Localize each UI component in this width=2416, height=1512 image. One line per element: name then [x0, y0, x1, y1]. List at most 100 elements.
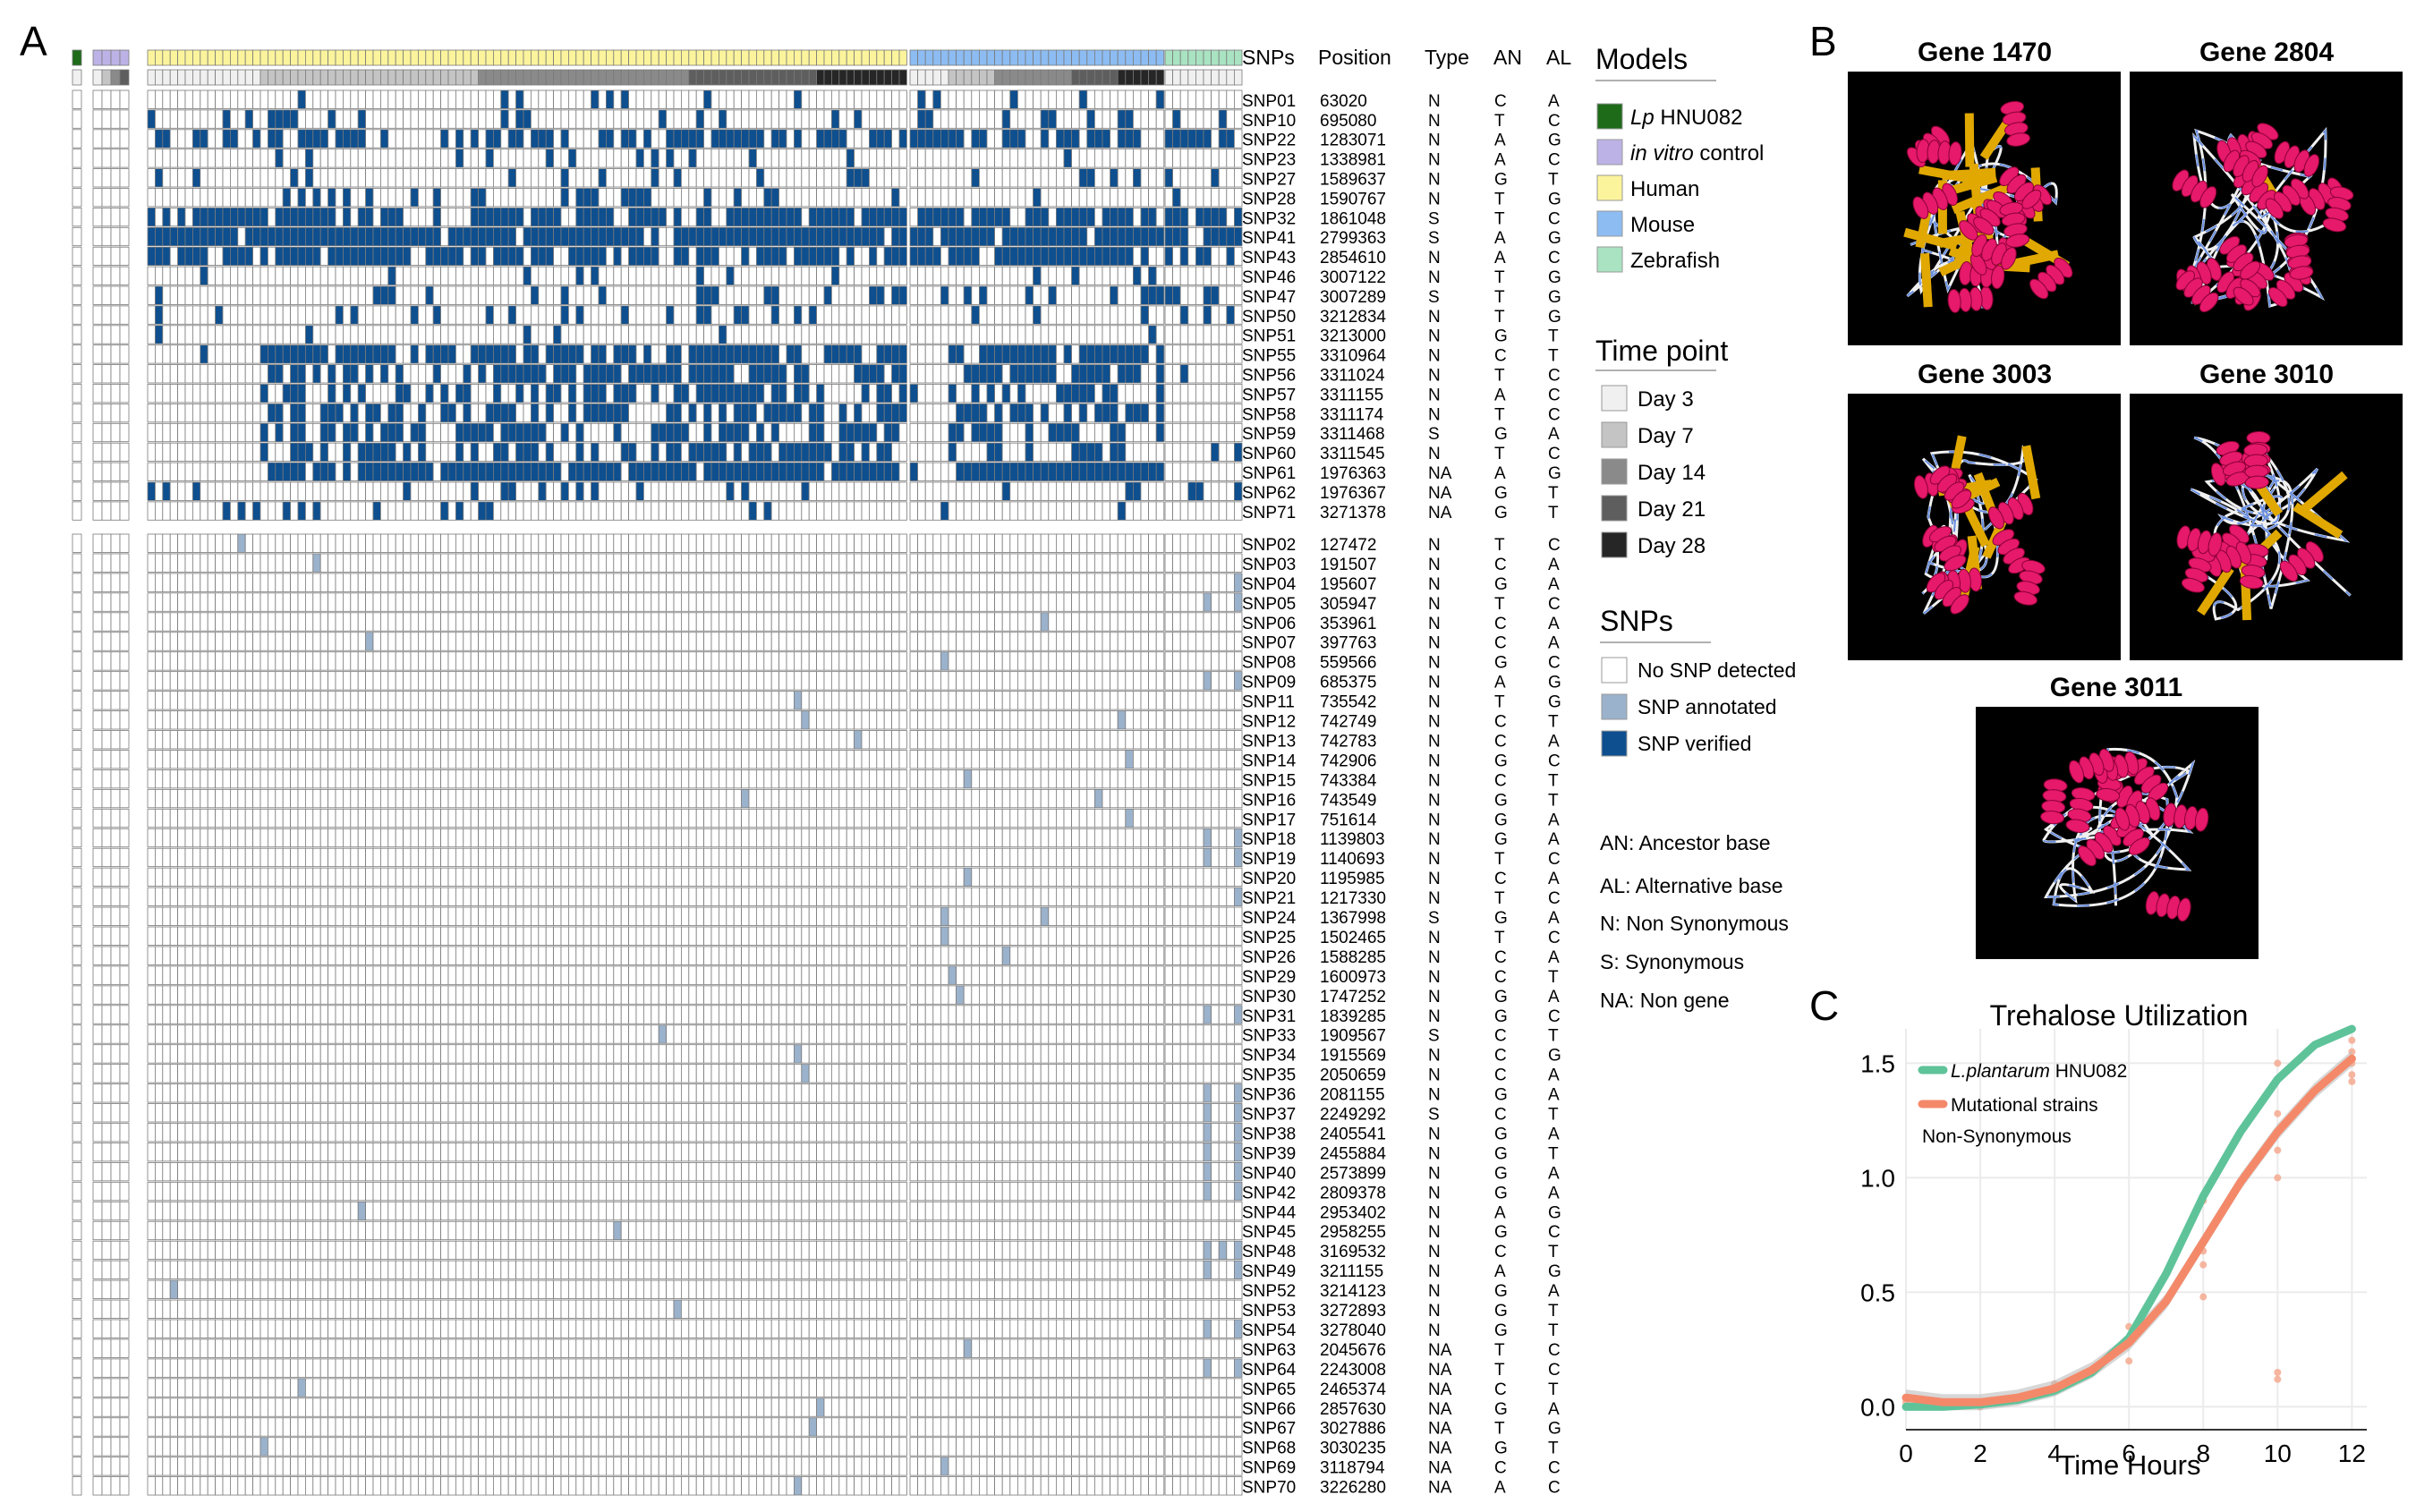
verified-cell: [275, 305, 284, 325]
verified-cell: [1234, 344, 1243, 364]
verified-cell: [666, 266, 675, 285]
verified-cell: [1203, 188, 1212, 208]
verified-cell: [417, 226, 427, 247]
model-bar-cell: [478, 49, 487, 66]
annotated-cell: [177, 651, 186, 671]
verified-cell: [110, 481, 121, 501]
verified-cell: [1056, 325, 1065, 344]
verified-cell: [92, 246, 103, 267]
annotated-cell: [523, 592, 532, 612]
verified-cell: [387, 207, 396, 227]
annotated-cell: [748, 671, 757, 691]
verified-cell: [1001, 364, 1011, 384]
annotated-cell: [1164, 592, 1174, 612]
verified-cell: [191, 129, 201, 149]
verified-cell: [319, 384, 329, 403]
annotated-cell: [883, 632, 893, 651]
annotated-cell: [1009, 533, 1018, 553]
annotated-cell: [177, 671, 186, 691]
annotated-cell: [891, 573, 900, 592]
verified-cell: [154, 149, 164, 168]
annotated-cell: [147, 612, 156, 632]
verified-cell: [613, 325, 622, 344]
annotated-cell: [425, 533, 434, 553]
verified-cell: [1148, 364, 1157, 384]
verified-cell: [924, 285, 934, 305]
verified-cell: [948, 462, 957, 481]
verified-cell: [259, 89, 268, 109]
verified-cell: [620, 422, 630, 443]
verified-cell: [162, 285, 171, 305]
verified-cell: [1001, 384, 1011, 403]
verified-cell: [756, 149, 765, 168]
verified-cell: [493, 462, 502, 481]
verified-cell: [932, 384, 941, 403]
verified-cell: [191, 168, 201, 188]
verified-cell: [304, 364, 314, 384]
verified-cell: [493, 285, 502, 305]
annotated-cell: [710, 533, 719, 553]
verified-cell: [681, 129, 690, 149]
verified-cell: [417, 305, 427, 325]
annotated-cell: [598, 632, 607, 651]
verified-cell: [909, 207, 919, 227]
annotated-cell: [297, 533, 306, 553]
verified-cell: [613, 422, 622, 443]
verified-cell: [1094, 422, 1103, 443]
annotated-cell: [940, 573, 949, 592]
verified-cell: [410, 305, 419, 325]
verified-cell: [500, 344, 509, 364]
annotated-cell: [876, 671, 885, 691]
verified-cell: [335, 384, 344, 403]
verified-cell: [786, 481, 795, 501]
verified-cell: [846, 481, 855, 501]
verified-cell: [147, 129, 156, 149]
verified-cell: [956, 226, 965, 247]
verified-cell: [846, 109, 855, 129]
verified-cell: [379, 364, 389, 384]
verified-cell: [177, 442, 186, 463]
verified-cell: [1001, 462, 1011, 481]
verified-cell: [695, 481, 705, 501]
annotated-cell: [335, 553, 344, 573]
annotated-cell: [215, 592, 224, 612]
annotated-cell: [545, 632, 555, 651]
annotated-cell: [154, 691, 164, 710]
verified-cell: [741, 384, 750, 403]
verified-cell: [1125, 129, 1134, 149]
verified-cell: [470, 325, 480, 344]
verified-cell: [808, 266, 818, 285]
annotated-cell: [1025, 553, 1034, 573]
annotated-cell: [259, 573, 268, 592]
annotated-cell: [613, 612, 622, 632]
annotated-cell: [823, 533, 832, 553]
annotated-cell: [861, 632, 870, 651]
verified-cell: [335, 266, 344, 285]
annotated-cell: [395, 573, 404, 592]
annotated-cell: [1172, 612, 1181, 632]
verified-cell: [147, 246, 156, 267]
annotated-cell: [575, 691, 584, 710]
verified-cell: [507, 305, 517, 325]
verified-cell: [184, 168, 193, 188]
verified-cell: [846, 266, 855, 285]
annotated-cell: [523, 612, 532, 632]
verified-cell: [92, 422, 103, 443]
annotated-cell: [184, 612, 193, 632]
annotated-cell: [425, 671, 434, 691]
verified-cell: [770, 501, 780, 521]
verified-cell: [304, 422, 314, 443]
annotated-cell: [119, 592, 130, 612]
verified-cell: [869, 149, 878, 168]
verified-cell: [417, 364, 427, 384]
verified-cell: [1017, 188, 1026, 208]
verified-cell: [319, 364, 329, 384]
verified-cell: [184, 129, 193, 149]
verified-cell: [770, 325, 780, 344]
verified-cell: [440, 305, 449, 325]
verified-cell: [726, 481, 735, 501]
verified-cell: [372, 344, 381, 364]
verified-cell: [365, 501, 374, 521]
verified-cell: [267, 325, 276, 344]
annotated-cell: [778, 691, 787, 710]
